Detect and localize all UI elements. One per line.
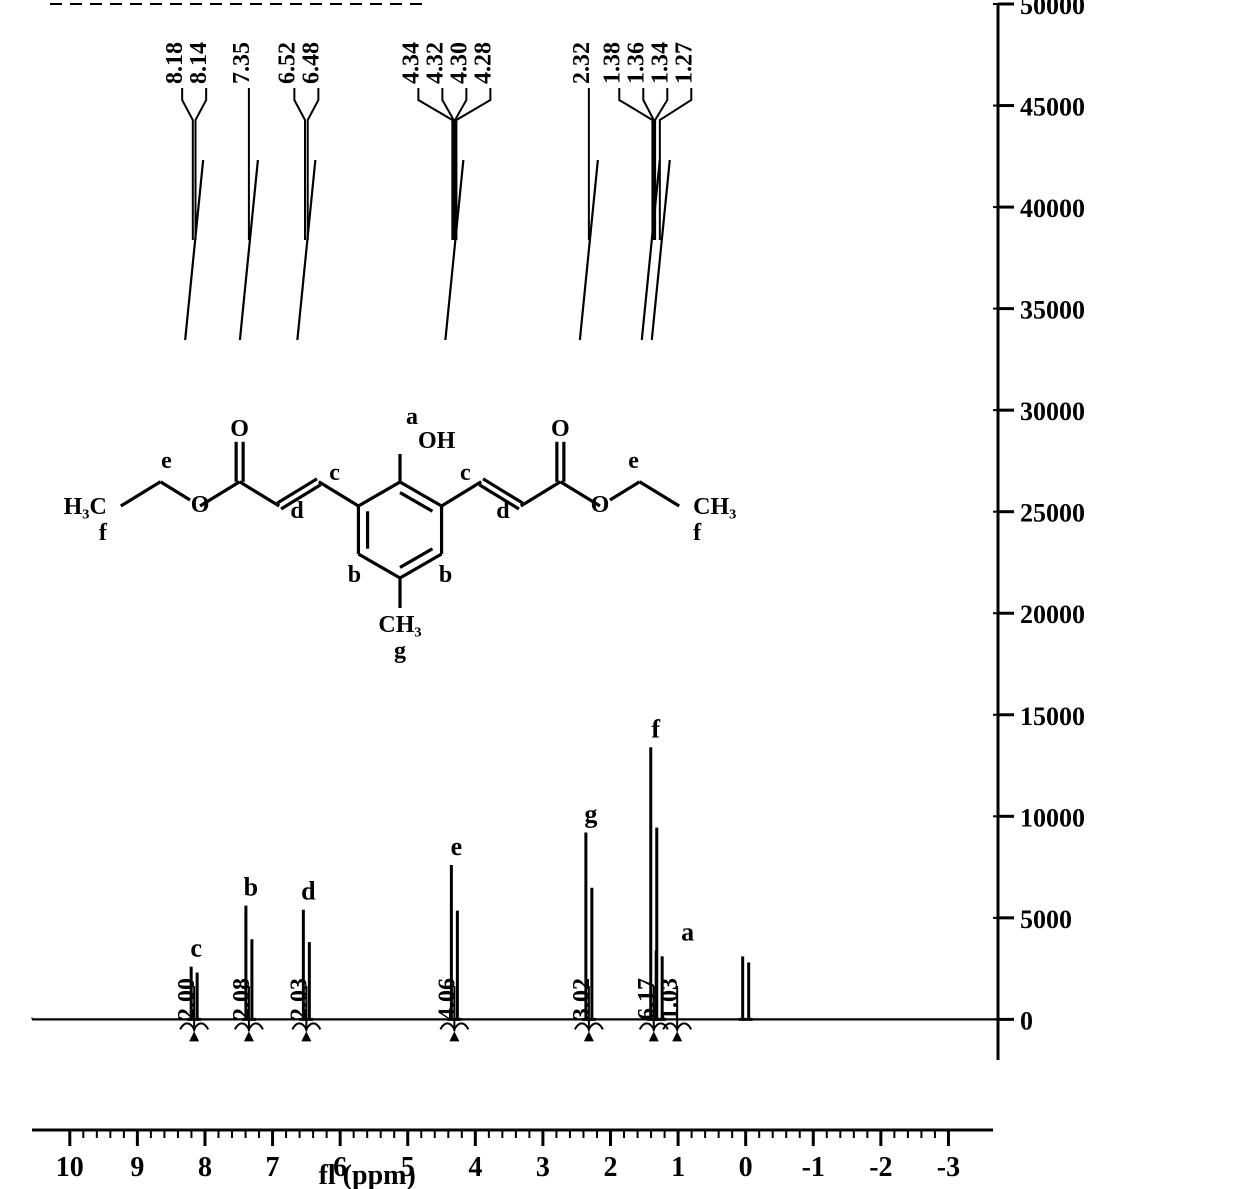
x-tick-label: -1 — [802, 1152, 825, 1183]
top-lead-line — [182, 88, 193, 240]
top-ppm-label: 4.34 — [398, 42, 424, 84]
mol-label: OH — [418, 428, 456, 454]
x-tick-label: 3 — [536, 1152, 550, 1183]
expansion-trace — [185, 160, 203, 340]
x-tick-label: 0 — [739, 1152, 753, 1183]
integration-value: 2.00 — [174, 978, 200, 1020]
y-tick-label: 25000 — [1020, 499, 1085, 528]
top-ppm-label: 8.14 — [186, 42, 212, 84]
x-tick-label: 7 — [266, 1152, 280, 1183]
top-ppm-label: 4.28 — [470, 42, 496, 84]
mol-label: e — [161, 448, 172, 474]
y-tick-label: 45000 — [1020, 93, 1085, 122]
peak-letter: d — [301, 877, 316, 906]
mol-label: CH₃ — [693, 494, 736, 520]
top-ppm-label: 1.38 — [599, 42, 625, 84]
y-tick-label: 35000 — [1020, 296, 1085, 325]
peak-letter: b — [244, 873, 258, 902]
integration-value: 2.03 — [286, 978, 312, 1020]
y-tick-label: 10000 — [1020, 803, 1085, 832]
mol-label: f — [99, 520, 108, 546]
x-tick-label: 2 — [604, 1152, 618, 1183]
top-ppm-label: 4.32 — [422, 42, 448, 84]
y-tick-label: 20000 — [1020, 600, 1085, 629]
top-ppm-label: 2.32 — [569, 42, 595, 84]
peak-letter: g — [584, 800, 597, 829]
top-ppm-label: 8.18 — [162, 42, 188, 84]
x-tick-label: 9 — [130, 1152, 144, 1183]
mol-label: e — [628, 448, 639, 474]
top-lead-line — [655, 88, 667, 240]
mol-label: f — [693, 520, 702, 546]
mol-label: O — [191, 492, 210, 518]
x-tick-label: -3 — [937, 1152, 960, 1183]
peak-letter: e — [451, 832, 463, 861]
mol-label: b — [348, 562, 361, 588]
molecule-structure: OHaCH₃gbbcdOOeCH₃fcdOOeH₃Cf — [64, 404, 737, 664]
y-tick-label: 15000 — [1020, 702, 1085, 731]
integration-value: 6.17 — [634, 978, 660, 1020]
mol-label: O — [551, 416, 570, 442]
mol-label: d — [496, 498, 510, 524]
mol-label: O — [591, 492, 610, 518]
mol-label: CH₃ — [378, 612, 421, 638]
mol-label: O — [230, 416, 249, 442]
integration-value: 4.06 — [434, 978, 460, 1020]
x-axis-label: fl (ppm) — [319, 1160, 416, 1189]
top-ppm-label: 1.27 — [671, 42, 697, 84]
y-tick-label: 50000 — [1020, 0, 1085, 20]
top-lead-line — [456, 88, 490, 240]
expansion-trace — [297, 160, 315, 340]
integration-value: 3.02 — [569, 978, 595, 1020]
peak-letter: c — [190, 934, 202, 963]
y-tick-label: 40000 — [1020, 194, 1085, 223]
x-tick-label: 8 — [198, 1152, 212, 1183]
y-tick-label: 0 — [1020, 1006, 1033, 1035]
expansion-trace — [642, 160, 660, 340]
x-tick-label: 1 — [671, 1152, 685, 1183]
integration-value: 1.03 — [657, 978, 683, 1020]
top-ppm-label: 1.36 — [623, 42, 649, 84]
integration-value: 2.08 — [229, 978, 255, 1020]
top-ppm-label: 1.34 — [647, 42, 673, 84]
top-ppm-label: 6.52 — [274, 42, 300, 84]
peak-letter: a — [681, 917, 694, 946]
mol-label: c — [329, 460, 340, 486]
y-tick-label: 5000 — [1020, 905, 1072, 934]
mol-label: d — [290, 498, 304, 524]
x-tick-label: 10 — [56, 1152, 84, 1183]
top-ppm-label: 4.30 — [446, 42, 472, 84]
mol-label: g — [394, 638, 406, 664]
mol-label: c — [460, 460, 471, 486]
x-tick-label: 4 — [468, 1152, 482, 1183]
peak-letter: f — [651, 714, 660, 743]
mol-label: b — [439, 562, 452, 588]
top-lead-line — [619, 88, 652, 240]
top-lead-line — [418, 88, 452, 240]
top-ppm-label: 7.35 — [229, 42, 255, 84]
mol-label: a — [406, 404, 418, 430]
x-tick-label: -2 — [869, 1152, 892, 1183]
y-tick-label: 30000 — [1020, 397, 1085, 426]
mol-label: H₃C — [64, 494, 107, 520]
nmr-spectrum: 0 5000 10000 15000 20000 25000 30000 35000 40000… — [0, 0, 1240, 1189]
top-lead-line — [294, 88, 305, 240]
top-ppm-label: 6.48 — [298, 42, 324, 84]
